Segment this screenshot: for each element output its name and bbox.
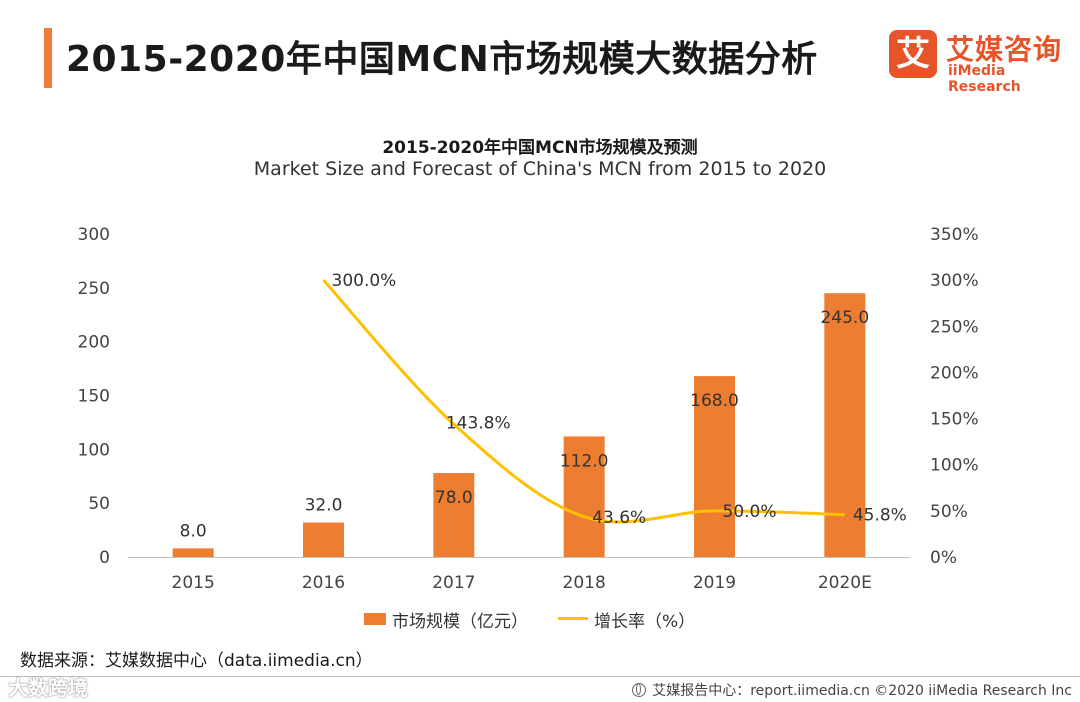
logo-cn-text: 艾媒咨询 <box>946 33 1063 66</box>
footer-divider <box>0 676 1080 677</box>
y-tick-label-0: 0 <box>99 548 110 568</box>
line-label-2019: 50.0% <box>723 502 777 522</box>
chart-legend: 市场规模（亿元） 增长率（%） <box>0 607 1080 632</box>
growth-rate-line <box>322 279 845 524</box>
iimedia-logo: 艾 艾媒咨询 iiMedia Research <box>889 30 1064 95</box>
x-tick-label-2016: 2016 <box>302 573 345 593</box>
line-label-2016: 300.0% <box>332 271 397 291</box>
y-tick-label-300: 300 <box>78 225 110 245</box>
legend-label-market-size: 市场规模（亿元） <box>392 612 528 632</box>
legend-label-growth-rate: 增长率（%） <box>594 612 696 632</box>
logo-en-text: iiMedia Research <box>948 63 1021 95</box>
bar-label-2020E: 245.0 <box>820 308 869 328</box>
title-accent-bar <box>44 28 52 88</box>
y2-tick-label-7: 350% <box>930 225 979 245</box>
bar-2016 <box>303 522 344 557</box>
y-tick-label-100: 100 <box>78 440 110 460</box>
legend-bar-swatch <box>364 613 386 625</box>
bar-2015 <box>172 548 214 557</box>
x-tick-label-2017: 2017 <box>432 573 475 593</box>
logo-mark-icon: 艾 <box>889 30 937 78</box>
line-label-2018: 43.6% <box>592 508 646 528</box>
bar-label-2016: 32.0 <box>305 496 343 516</box>
data-source: 数据来源：艾媒数据中心（data.iimedia.cn） <box>20 651 373 671</box>
chart-title: 2015-2020年中国MCN市场规模及预测 <box>382 138 698 158</box>
footer-text: 艾媒报告中心：report.iimedia.cn ©2020 iiMedia R… <box>652 683 1072 699</box>
bar-label-2019: 168.0 <box>690 391 739 411</box>
x-tick-label-2020E: 2020E <box>818 573 872 593</box>
bar-2018 <box>563 436 605 557</box>
y2-tick-label-2: 100% <box>930 456 979 476</box>
y2-tick-label-1: 50% <box>930 502 968 522</box>
x-tick-label-2015: 2015 <box>172 573 215 593</box>
x-tick-label-2018: 2018 <box>563 573 606 593</box>
y2-tick-label-5: 250% <box>930 317 979 337</box>
y2-tick-label-3: 150% <box>930 410 979 430</box>
chart-subtitle: Market Size and Forecast of China's MCN … <box>253 158 827 180</box>
y-tick-label-250: 250 <box>78 279 110 299</box>
line-label-2017: 143.8% <box>446 413 511 433</box>
page-title: 2015-2020年中国MCN市场规模大数据分析 <box>66 39 818 80</box>
line-label-2020E: 45.8% <box>853 506 907 526</box>
bar-label-2018: 112.0 <box>560 451 609 471</box>
bar-2017 <box>433 473 475 557</box>
y2-tick-label-0: 0% <box>930 548 957 568</box>
globe-icon <box>632 683 647 697</box>
x-tick-label-2019: 2019 <box>693 573 736 593</box>
y2-tick-label-4: 200% <box>930 363 979 383</box>
y-tick-label-150: 150 <box>78 387 110 407</box>
bar-label-2015: 8.0 <box>180 521 207 541</box>
y-tick-label-50: 50 <box>88 494 110 514</box>
footer: 艾媒报告中心：report.iimedia.cn ©2020 iiMedia R… <box>632 680 1072 700</box>
legend-line-swatch <box>558 617 588 620</box>
watermark: 大数跨境 <box>8 676 88 700</box>
y2-tick-label-6: 300% <box>930 271 979 291</box>
bar-label-2017: 78.0 <box>435 488 473 508</box>
y-tick-label-200: 200 <box>78 333 110 353</box>
bar-2019 <box>694 376 735 557</box>
